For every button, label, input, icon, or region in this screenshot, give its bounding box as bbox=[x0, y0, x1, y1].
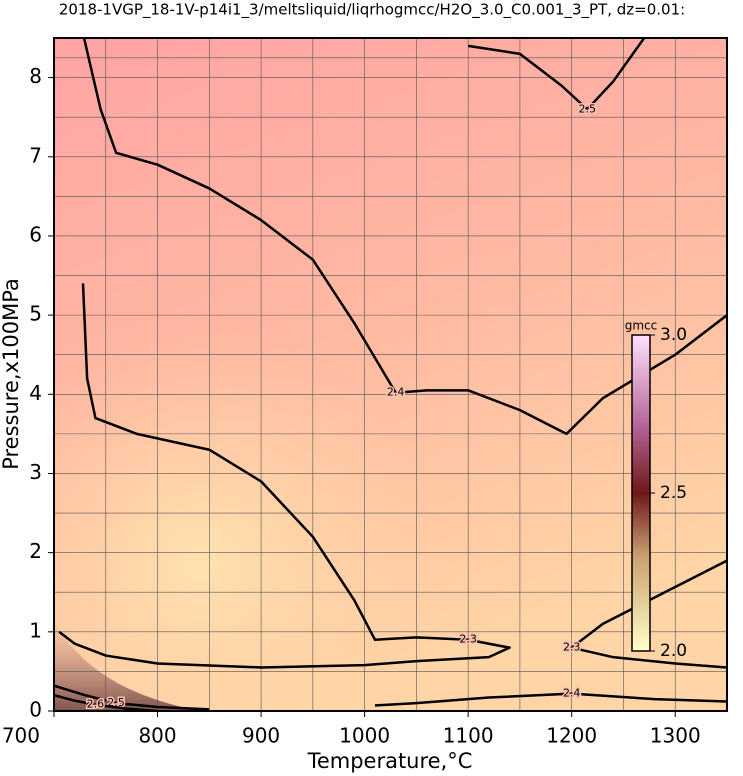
contour-label: 2.4 bbox=[387, 386, 405, 399]
x-tick-label: 1300 bbox=[650, 724, 701, 748]
plot-frame bbox=[53, 37, 728, 712]
colorbar-tick-label: 2.0 bbox=[660, 641, 687, 661]
chart-title: 2018-1VGP_18-1V-p14i1_3/meltsliquid/liqr… bbox=[59, 1, 685, 20]
x-axis-label: Temperature,°C bbox=[307, 749, 473, 773]
contour-line bbox=[570, 559, 727, 669]
y-tick-label: 2 bbox=[29, 539, 42, 563]
colorbar-tick-label: 3.0 bbox=[660, 325, 687, 345]
contour-label: 2.5 bbox=[578, 102, 596, 115]
y-tick-label: 8 bbox=[29, 64, 42, 88]
contour-label: 2.3 bbox=[563, 641, 581, 654]
contour-label: 2.3 bbox=[459, 633, 477, 646]
y-tick-label: 6 bbox=[29, 222, 42, 246]
contour-label: 2.4 bbox=[563, 687, 581, 700]
y-tick-label: 0 bbox=[29, 698, 42, 722]
contour-line bbox=[54, 684, 210, 711]
contour-label: 2.6 bbox=[87, 698, 105, 711]
y-tick-label: 1 bbox=[29, 618, 42, 642]
x-tick-label: 1200 bbox=[546, 724, 597, 748]
background bbox=[54, 38, 727, 711]
x-tick-label: 1100 bbox=[443, 724, 494, 748]
y-tick-label: 5 bbox=[29, 302, 42, 326]
y-tick-label: 4 bbox=[29, 381, 42, 405]
y-axis-label: Pressure,x100MPa bbox=[0, 278, 23, 470]
y-tick-label: 7 bbox=[29, 143, 42, 167]
colorbar bbox=[631, 334, 651, 652]
x-tick-label: 1000 bbox=[339, 724, 390, 748]
x-tick-label: 800 bbox=[138, 724, 176, 748]
colorbar-label: gmcc bbox=[625, 319, 658, 333]
colorbar-tick-label: 2.5 bbox=[660, 483, 687, 503]
contour-line bbox=[54, 693, 158, 711]
y-tick-label: 3 bbox=[29, 460, 42, 484]
contour-line bbox=[374, 692, 727, 707]
contour-line bbox=[58, 283, 511, 669]
contour-line bbox=[82, 38, 727, 436]
x-tick-label: 900 bbox=[242, 724, 280, 748]
contour-line bbox=[467, 38, 646, 111]
background bbox=[54, 620, 200, 711]
x-tick-label: 700 bbox=[2, 724, 40, 748]
plot-area: 2.5 2.4 2.3 2.3 2.4 2.5 2.6 bbox=[54, 38, 727, 711]
